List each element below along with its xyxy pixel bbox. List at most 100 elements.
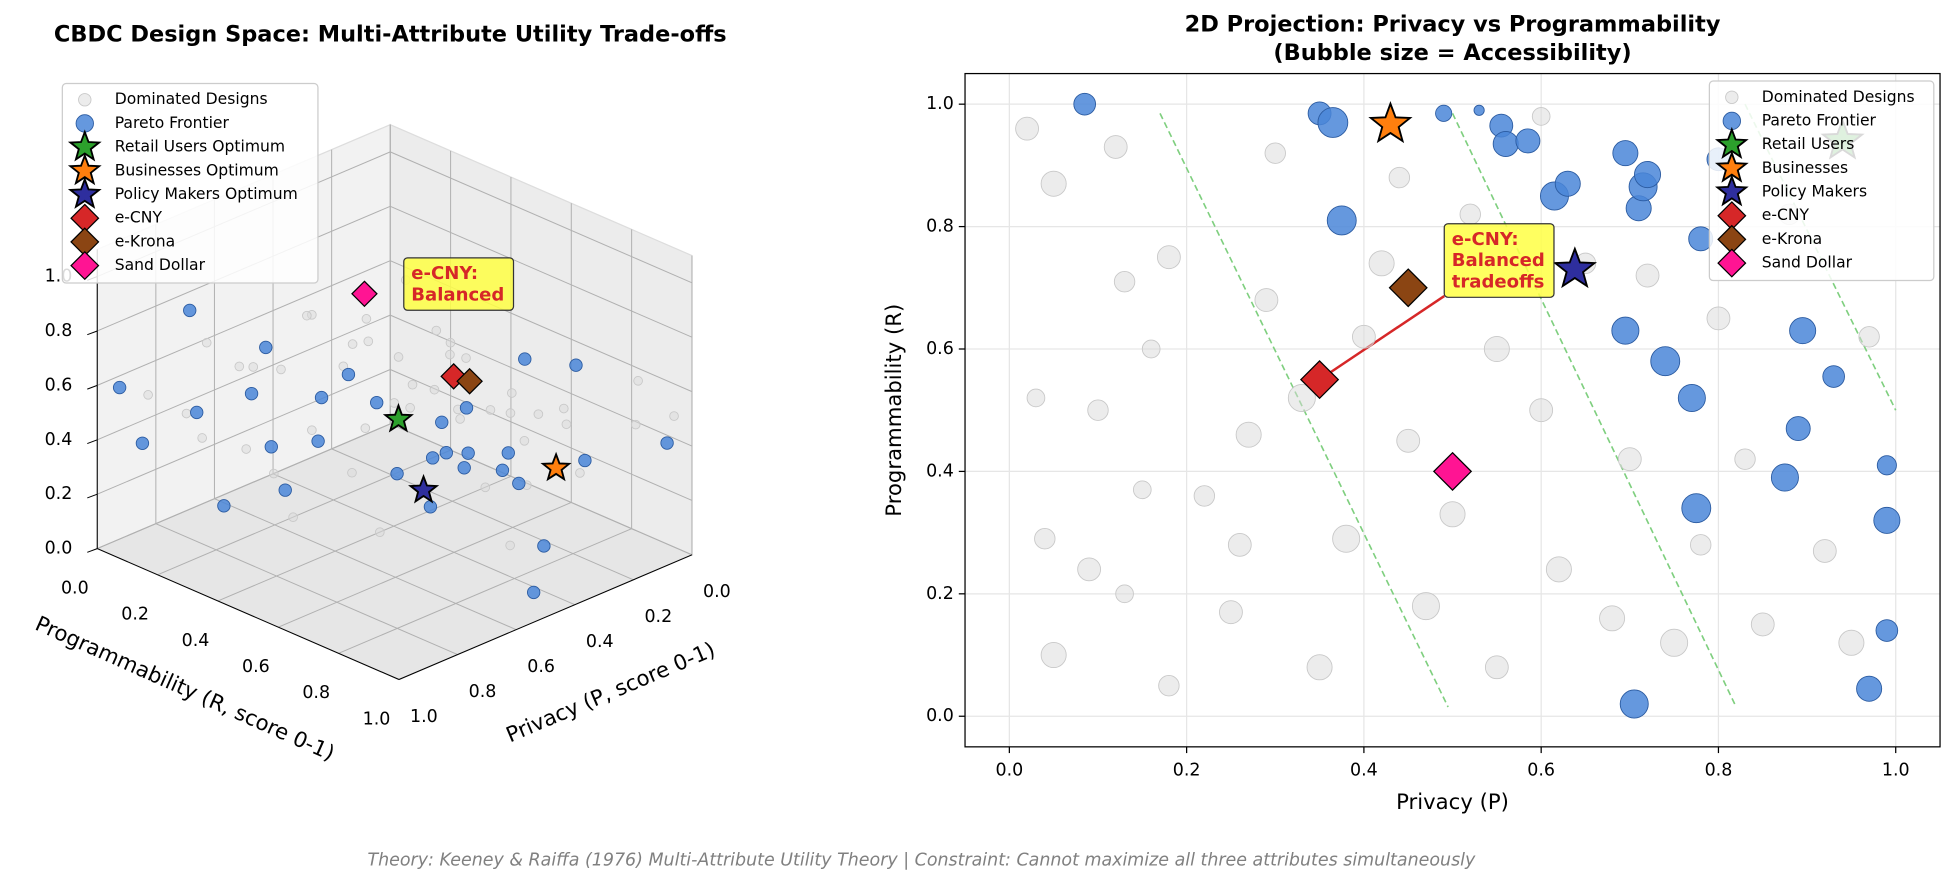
point	[307, 425, 317, 435]
legend-marker	[1717, 248, 1747, 278]
tick-mark	[87, 330, 98, 336]
x-axis-label: Privacy (P, score 0-1)	[502, 636, 718, 747]
point	[1677, 383, 1706, 412]
grid-line	[338, 528, 632, 654]
tick-mark	[87, 548, 98, 553]
point	[288, 512, 298, 523]
point	[190, 405, 204, 420]
y-tick-label: 0.4	[182, 631, 210, 651]
point	[1612, 140, 1639, 167]
annotation-text: e-CNY:	[411, 263, 478, 284]
point	[1856, 675, 1883, 702]
point	[390, 466, 404, 481]
point	[217, 499, 231, 513]
grid-line	[97, 423, 391, 550]
annotation-text: Balanced	[411, 284, 504, 305]
tick-mark	[87, 493, 98, 499]
legend-box	[1708, 80, 1935, 282]
chart-title: 2D Projection: Privacy vs Programmabilit…	[1185, 11, 1721, 37]
chart-title: CBDC Design Space: Multi-Attribute Utili…	[54, 21, 727, 47]
point	[1141, 339, 1161, 359]
point	[533, 409, 544, 419]
legend-label: Sand Dollar	[1762, 254, 1853, 272]
grid-line	[390, 369, 693, 501]
y-tick-label: 0.8	[302, 683, 330, 703]
legend-label: Policy Makers	[1762, 183, 1867, 201]
point	[1473, 104, 1485, 116]
annotation-text: e-CNY:	[1452, 229, 1519, 250]
point	[485, 405, 496, 415]
legend-label: Retail Users	[1762, 135, 1855, 153]
point	[630, 419, 641, 430]
x-tick-label: 0.8	[469, 682, 497, 702]
annotation-text: Balanced	[1452, 250, 1545, 271]
point	[505, 408, 516, 418]
point	[341, 367, 356, 382]
point	[456, 367, 483, 395]
x-tick-label: 0.4	[586, 632, 614, 652]
point	[1156, 245, 1181, 270]
point	[382, 402, 414, 433]
point	[1317, 107, 1349, 138]
point	[1635, 263, 1660, 288]
x-tick-label: 0.2	[644, 607, 672, 627]
point	[501, 446, 515, 460]
point	[1254, 288, 1279, 312]
point	[1785, 416, 1811, 442]
point	[425, 451, 440, 465]
point	[1681, 493, 1712, 524]
legend-label: e-Krona	[115, 232, 175, 250]
x-tick-label: 0.4	[1350, 761, 1378, 781]
point	[181, 408, 192, 419]
point	[575, 468, 585, 478]
point	[440, 362, 468, 390]
annotation-box	[403, 257, 515, 311]
legend-marker	[78, 93, 92, 107]
point	[311, 434, 325, 448]
point	[201, 337, 212, 348]
point	[569, 358, 583, 372]
x-tick-label: 0.0	[703, 582, 731, 602]
legend-label: Pareto Frontier	[115, 114, 230, 132]
point	[459, 401, 474, 415]
y-tick-label: 1.0	[926, 94, 954, 114]
point	[1770, 463, 1799, 492]
point	[375, 527, 385, 537]
y-tick-label: 0.2	[121, 605, 149, 625]
point	[537, 539, 551, 553]
legend-label: Policy Makers Optimum	[115, 185, 298, 203]
legend-label: e-CNY	[115, 209, 163, 227]
grid-line	[155, 523, 458, 656]
point	[1439, 501, 1466, 528]
point	[244, 386, 259, 401]
point	[1617, 447, 1642, 472]
point	[1706, 306, 1731, 331]
point	[1838, 629, 1865, 656]
point	[540, 451, 572, 482]
point	[1529, 398, 1554, 423]
grid-line	[390, 423, 693, 556]
point	[507, 388, 517, 398]
point	[361, 314, 372, 324]
point	[561, 419, 572, 430]
point	[1040, 170, 1067, 197]
y-tick-label: 0.6	[242, 657, 270, 677]
point	[461, 353, 471, 363]
legend-label: Businesses Optimum	[115, 161, 279, 179]
z-tick-label: 0.4	[45, 430, 73, 450]
grid-line	[97, 369, 391, 495]
point	[633, 376, 643, 386]
point	[1619, 689, 1649, 719]
point	[302, 310, 312, 321]
z-tick-label: 0.8	[45, 321, 73, 341]
point	[389, 398, 399, 408]
point	[1158, 674, 1180, 697]
x-axis-label: Privacy (P)	[1396, 789, 1509, 814]
y-tick-label: 0.2	[926, 584, 954, 604]
point	[1368, 101, 1413, 144]
point	[505, 540, 515, 551]
point	[1326, 205, 1357, 236]
grid-line	[278, 502, 572, 628]
point	[1073, 92, 1097, 116]
chart-subtitle: (Bubble size = Accessibility)	[1273, 40, 1631, 66]
